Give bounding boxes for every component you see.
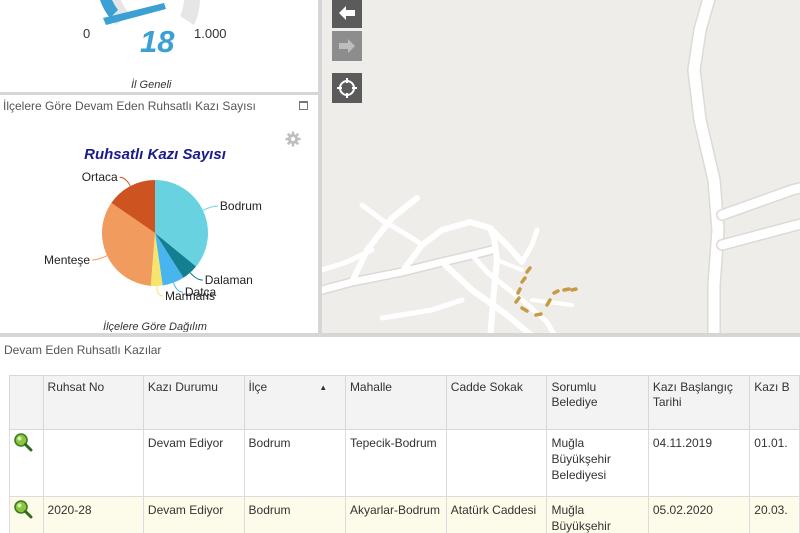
pie-label-datça: Datça xyxy=(185,285,217,299)
pie-slice-bodrum[interactable] xyxy=(155,180,209,267)
pie-slice-marmaris[interactable] xyxy=(150,233,163,286)
panel-divider[interactable] xyxy=(0,92,318,95)
column-header-label: İlçe xyxy=(248,380,268,394)
cell-mahalle: Akyarlar-Bodrum xyxy=(344,496,447,533)
table-title: Devam Eden Ruhsatlı Kazılar xyxy=(4,343,162,357)
maximize-icon[interactable] xyxy=(299,101,308,110)
gauge-min-label: 0 xyxy=(83,26,91,41)
panel-title: İlçelere Göre Devam Eden Ruhsatlı Kazı S… xyxy=(3,99,256,113)
column-header[interactable]: Kazı Başlangıç Tarihi xyxy=(647,375,751,430)
cell-sorumlu-belediye: Muğla Büyükşehir xyxy=(546,496,649,533)
pie-connector-dalaman xyxy=(189,272,203,281)
column-divider[interactable] xyxy=(318,0,322,333)
excavations-table: Ruhsat No Kazı Durumu İlçe ▲ Mahalle Cadd… xyxy=(9,375,800,533)
cell-ilce: Bodrum xyxy=(243,429,346,497)
column-header[interactable]: Kazı B xyxy=(749,375,800,430)
gauge-caption: İl Geneli xyxy=(131,79,172,91)
crosshair-icon xyxy=(337,78,357,98)
back-button[interactable] xyxy=(332,0,362,28)
district-chart-panel: İlçelere Göre Devam Eden Ruhsatlı Kazı S… xyxy=(0,95,318,332)
cell-ruhsat-no: 2020-28 xyxy=(42,496,144,533)
column-header[interactable]: Ruhsat No xyxy=(42,375,144,430)
cell-cadde-sokak xyxy=(445,429,548,497)
pie-slice-ortaca[interactable] xyxy=(111,180,155,233)
column-header[interactable]: Mahalle xyxy=(344,375,447,430)
table-header-row: Ruhsat No Kazı Durumu İlçe ▲ Mahalle Cadd… xyxy=(9,375,800,430)
pie-connector-marmaris xyxy=(156,285,164,297)
cell-bitis-tarihi: 01.01. xyxy=(749,429,800,497)
cell-mahalle: Tepecik-Bodrum xyxy=(344,429,447,497)
chart-title: Ruhsatlı Kazı Sayısı xyxy=(84,146,226,163)
cell-cadde-sokak: Atatürk Caddesi xyxy=(445,496,548,533)
sort-ascending-icon: ▲ xyxy=(319,383,328,392)
column-header-sorted[interactable]: İlçe ▲ xyxy=(243,375,346,430)
zoom-to-icon[interactable] xyxy=(13,432,33,452)
excavations-table-panel: Devam Eden Ruhsatlı Kazılar Ruhsat No Ka… xyxy=(0,337,800,533)
pie-slice-datça[interactable] xyxy=(155,233,184,286)
arrow-left-icon xyxy=(339,6,355,20)
pie-slice-dalaman[interactable] xyxy=(155,233,197,278)
pie-slice-menteşe[interactable] xyxy=(102,202,155,286)
forward-button[interactable] xyxy=(332,31,362,61)
gauge-panel: 0 18 1.000 İl Geneli xyxy=(0,0,318,92)
zoom-cell[interactable] xyxy=(9,496,44,533)
table-row[interactable]: 2020-28 Devam Ediyor Bodrum Akyarlar-Bod… xyxy=(9,496,800,533)
gauge-needle xyxy=(103,3,166,25)
cell-baslangic-tarihi: 05.02.2020 xyxy=(647,496,751,533)
table-row[interactable]: Devam Ediyor Bodrum Tepecik-Bodrum Muğla… xyxy=(9,429,800,497)
gear-icon[interactable] xyxy=(285,131,301,147)
gauge-value: 18 xyxy=(140,24,175,59)
zoom-cell[interactable] xyxy=(9,429,44,497)
column-header[interactable]: Kazı Durumu xyxy=(142,375,245,430)
pie-label-marmaris: Marmaris xyxy=(165,289,215,303)
cell-ruhsat-no xyxy=(42,429,144,497)
gauge-dial xyxy=(100,0,200,25)
pie-connector-datça xyxy=(172,282,183,293)
pie-connector-menteşe xyxy=(92,255,108,261)
cell-bitis-tarihi: 20.03. xyxy=(749,496,800,533)
pie-label-bodrum: Bodrum xyxy=(220,199,262,213)
pie-chart: Ruhsatlı Kazı Sayısı BodrumDalamanDatçaM… xyxy=(44,146,262,332)
column-header[interactable]: Sorumlu Belediye xyxy=(546,375,649,430)
gauge-max-label: 1.000 xyxy=(194,26,227,41)
pie-label-dalaman: Dalaman xyxy=(205,273,253,287)
cell-ilce: Bodrum xyxy=(243,496,346,533)
cell-kazi-durumu: Devam Ediyor xyxy=(142,429,245,497)
gauge-fill xyxy=(100,0,118,18)
column-header-icon xyxy=(9,375,44,430)
arrow-right-icon xyxy=(339,39,355,53)
pie-label-menteşe: Menteşe xyxy=(44,253,90,267)
locate-button[interactable] xyxy=(332,73,362,103)
cell-kazi-durumu: Devam Ediyor xyxy=(142,496,245,533)
gauge-track-right xyxy=(180,0,200,25)
pie-connector-ortaca xyxy=(119,176,131,187)
column-header[interactable]: Cadde Sokak xyxy=(445,375,548,430)
map-roads xyxy=(322,0,800,333)
chart-subtitle: İlçelere Göre Dağılım xyxy=(103,321,207,332)
cell-sorumlu-belediye: Muğla Büyükşehir Belediyesi xyxy=(546,429,649,497)
cell-baslangic-tarihi: 04.11.2019 xyxy=(647,429,751,497)
pie-connector-bodrum xyxy=(202,205,218,211)
pie-label-ortaca: Ortaca xyxy=(82,170,118,184)
map-view[interactable] xyxy=(322,0,800,333)
panel-divider[interactable] xyxy=(0,333,800,337)
excavation-markers xyxy=(514,266,578,317)
zoom-to-icon[interactable] xyxy=(13,499,33,519)
